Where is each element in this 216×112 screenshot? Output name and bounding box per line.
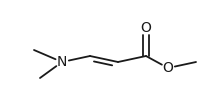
Text: O: O <box>163 61 173 75</box>
Text: O: O <box>141 21 151 35</box>
Text: N: N <box>57 55 67 69</box>
